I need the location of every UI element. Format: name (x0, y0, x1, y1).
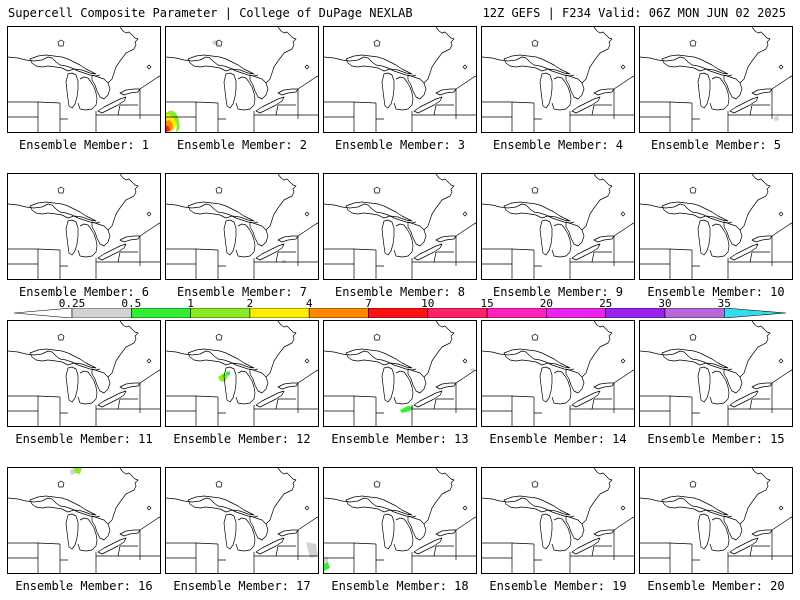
colorbar-segment (664, 308, 725, 318)
base-map (166, 468, 318, 573)
base-map (324, 174, 476, 279)
colorbar-segment (368, 308, 429, 318)
colorbar-tick-label: 35 (717, 297, 731, 310)
base-map (324, 321, 476, 426)
colorbar-tick-label: 7 (365, 297, 372, 310)
ensemble-member-7-map (165, 173, 319, 280)
colorbar-tick-label: 0.5 (121, 297, 142, 310)
base-map (8, 27, 160, 132)
ensemble-member-20-map (639, 467, 793, 574)
ensemble-member-9-map (481, 173, 635, 280)
base-map (8, 468, 160, 573)
ensemble-member-label: Ensemble Member: 1 (18, 138, 150, 152)
base-map (482, 321, 634, 426)
ensemble-member-19-map (481, 467, 635, 574)
base-map (640, 27, 792, 132)
ensemble-member-label: Ensemble Member: 4 (492, 138, 624, 152)
header-title: Supercell Composite Parameter | College … (8, 6, 413, 20)
colorbar-bar (14, 308, 786, 318)
ensemble-member-label: Ensemble Member: 19 (489, 579, 627, 593)
ensemble-member-label: Ensemble Member: 8 (334, 285, 466, 299)
colorbar-segment (249, 308, 310, 318)
base-map (166, 321, 318, 426)
colorbar-tick-label: 10 (421, 297, 435, 310)
colorbar-segment (427, 308, 488, 318)
base-map (640, 321, 792, 426)
colorbar-tick-label: 20 (539, 297, 554, 310)
base-map (482, 27, 634, 132)
ensemble-member-11-map (7, 320, 161, 427)
ensemble-member-label: Ensemble Member: 7 (176, 285, 308, 299)
base-map (324, 468, 476, 573)
colorbar-tick-label: 30 (658, 297, 672, 310)
colorbar-tick-label: 2 (246, 297, 254, 310)
ensemble-member-16-map (7, 467, 161, 574)
ensemble-member-2-map (165, 26, 319, 133)
colorbar-tick-label: 4 (305, 297, 313, 310)
ensemble-member-10-map (639, 173, 793, 280)
base-map (482, 174, 634, 279)
ensemble-member-label: Ensemble Member: 16 (15, 579, 153, 593)
ensemble-member-3-map (323, 26, 477, 133)
base-map (640, 174, 792, 279)
ensemble-member-8-map (323, 173, 477, 280)
ensemble-member-label: Ensemble Member: 12 (173, 432, 311, 446)
ensemble-member-label: Ensemble Member: 17 (173, 579, 311, 593)
base-map (166, 27, 318, 132)
colorbar-segment (486, 308, 547, 318)
colorbar-segment (723, 308, 786, 318)
ensemble-member-1-map (7, 26, 161, 133)
colorbar-segment (190, 308, 251, 318)
ensemble-member-12-map (165, 320, 319, 427)
colorbar-segment (546, 308, 607, 318)
base-map (8, 174, 160, 279)
ensemble-member-6-map (7, 173, 161, 280)
ensemble-member-label: Ensemble Member: 10 (647, 285, 785, 299)
base-map (482, 468, 634, 573)
ensemble-member-label: Ensemble Member: 5 (650, 138, 782, 152)
base-map (8, 321, 160, 426)
header-valid-time: 12Z GEFS | F234 Valid: 06Z MON JUN 02 20… (482, 6, 786, 20)
colorbar-tick-label: 0.25 (58, 297, 86, 310)
ensemble-member-label: Ensemble Member: 20 (647, 579, 785, 593)
scp-field (218, 371, 230, 382)
ensemble-member-label: Ensemble Member: 14 (489, 432, 627, 446)
ensemble-member-17-map (165, 467, 319, 574)
scp-field (324, 557, 330, 571)
ensemble-member-15-map (639, 320, 793, 427)
ensemble-member-label: Ensemble Member: 13 (331, 432, 469, 446)
scp-field (774, 116, 779, 121)
ensemble-member-label: Ensemble Member: 18 (331, 579, 469, 593)
ensemble-member-14-map (481, 320, 635, 427)
ensemble-member-label: Ensemble Member: 2 (176, 138, 308, 152)
ensemble-member-5-map (639, 26, 793, 133)
ensemble-member-label: Ensemble Member: 15 (647, 432, 785, 446)
ensemble-member-4-map (481, 26, 635, 133)
scp-field (166, 40, 219, 132)
scp-field (400, 368, 474, 413)
colorbar-tick-label: 1 (187, 297, 194, 310)
ensemble-member-label: Ensemble Member: 3 (334, 138, 466, 152)
colorbar-tick-label: 15 (480, 297, 494, 310)
base-map (166, 174, 318, 279)
colorbar-segment (605, 308, 666, 318)
colorbar-tick-label: 25 (599, 297, 613, 310)
ensemble-member-label: Ensemble Member: 11 (15, 432, 153, 446)
scp-field (282, 260, 286, 263)
colorbar-segment (308, 308, 369, 318)
base-map (324, 27, 476, 132)
ensemble-member-label: Ensemble Member: 6 (18, 285, 150, 299)
scp-field (306, 542, 318, 558)
ensemble-member-18-map (323, 467, 477, 574)
ensemble-member-13-map (323, 320, 477, 427)
scp-field (70, 468, 82, 475)
ensemble-member-label: Ensemble Member: 9 (492, 285, 624, 299)
base-map (640, 468, 792, 573)
